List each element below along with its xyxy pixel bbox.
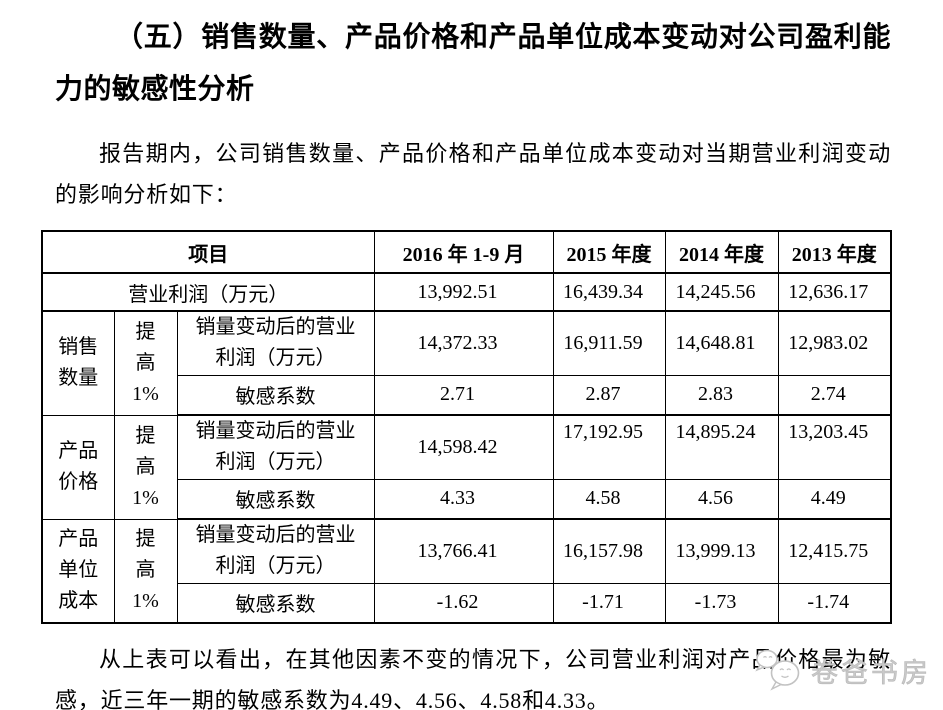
value-cell: 14,372.33 xyxy=(373,310,554,376)
chat-bubbles-icon xyxy=(755,649,800,691)
header-cell-project: 项目 xyxy=(41,230,375,274)
value-cell: 16,911.59 xyxy=(552,310,666,376)
value-cell: 2.87 xyxy=(552,374,666,416)
row-label-cell: 销量变动后的营业利润（万元） xyxy=(176,518,375,584)
value-cell: 16,157.98 xyxy=(552,518,666,584)
row-label: 销量变动后的营业利润（万元） xyxy=(195,524,356,578)
header-cell-2016: 2016 年 1-9 月 xyxy=(373,230,554,274)
group-category-product-price: 产品价格 xyxy=(41,414,115,520)
value-cell: 2.71 xyxy=(373,374,554,416)
header-cell-2014: 2014 年度 xyxy=(664,230,779,274)
value-cell: 2.74 xyxy=(777,374,892,416)
operating-profit-label: 营业利润（万元） xyxy=(41,272,375,312)
value-cell: 4.56 xyxy=(664,478,779,520)
value-cell: -1.62 xyxy=(373,582,554,624)
row-label: 销量变动后的营业利润（万元） xyxy=(195,420,356,474)
category-label: 产品价格 xyxy=(58,440,99,493)
group-category-sales-volume: 销售数量 xyxy=(41,310,115,416)
header-cell-2013: 2013 年度 xyxy=(777,230,892,274)
table-row: 敏感系数 4.33 4.58 4.56 4.49 xyxy=(42,478,892,520)
value-cell: 14,648.81 xyxy=(664,310,779,376)
table-row: 销售数量 提高1% 销量变动后的营业利润（万元） 14,372.33 16,91… xyxy=(41,310,892,416)
table-row: 敏感系数 2.71 2.87 2.83 2.74 xyxy=(42,374,892,416)
value-cell: 14,598.42 xyxy=(373,414,554,480)
row-label-cell: 敏感系数 xyxy=(176,582,375,624)
table-row: 敏感系数 -1.62 -1.71 -1.73 -1.74 xyxy=(42,582,892,624)
change-label: 提高1% xyxy=(132,424,159,509)
value-cell: -1.71 xyxy=(552,582,666,624)
value-cell: 13,203.45 xyxy=(777,414,892,480)
value-cell: 14,895.24 xyxy=(664,414,779,480)
intro-paragraph: 报告期内，公司销售数量、产品价格和产品单位成本变动对当期营业利润变动的影响分析如… xyxy=(55,141,891,207)
category-label: 销售数量 xyxy=(58,336,99,390)
row-label-cell: 敏感系数 xyxy=(176,478,375,520)
value-cell: 17,192.95 xyxy=(552,414,666,480)
header-cell-2015: 2015 年度 xyxy=(552,230,666,274)
operating-profit-2014: 14,245.56 xyxy=(664,272,779,312)
row-label-cell: 销量变动后的营业利润（万元） xyxy=(176,310,375,376)
operating-profit-row: 营业利润（万元） 13,992.51 16,439.34 14,245.56 1… xyxy=(41,272,892,312)
value-cell: -1.74 xyxy=(777,582,892,624)
section-heading: （五）销售数量、产品价格和产品单位成本变动对公司盈利能力的敏感性分析 xyxy=(55,22,891,105)
value-cell: 13,999.13 xyxy=(664,518,779,584)
change-label: 提高1% xyxy=(132,528,159,613)
category-label: 产品单位成本 xyxy=(58,528,99,613)
operating-profit-2013: 12,636.17 xyxy=(777,272,892,312)
value-cell: 4.58 xyxy=(552,478,666,520)
table-header-row: 项目 2016 年 1-9 月 2015 年度 2014 年度 2013 年度 xyxy=(41,230,892,274)
row-label-cell: 敏感系数 xyxy=(176,374,375,416)
table-row: 产品单位成本 提高1% 销量变动后的营业利润（万元） 13,766.41 16,… xyxy=(41,518,892,624)
group-change-cell: 提高1% xyxy=(113,414,178,520)
row-label: 销量变动后的营业利润（万元） xyxy=(195,316,356,370)
operating-profit-2016: 13,992.51 xyxy=(373,272,554,312)
watermark: 卷爸书房 xyxy=(754,648,931,692)
value-cell: -1.73 xyxy=(664,582,779,624)
value-cell: 4.33 xyxy=(373,478,554,520)
value-cell: 12,983.02 xyxy=(777,310,892,376)
row-label-cell: 销量变动后的营业利润（万元） xyxy=(176,414,375,480)
sensitivity-table: 项目 2016 年 1-9 月 2015 年度 2014 年度 2013 年度 … xyxy=(41,230,893,624)
watermark-text: 卷爸书房 xyxy=(811,657,931,688)
group-change-cell: 提高1% xyxy=(113,310,178,416)
table-row: 产品价格 提高1% 销量变动后的营业利润（万元） 14,598.42 17,19… xyxy=(41,414,892,520)
group-category-unit-cost: 产品单位成本 xyxy=(41,518,115,624)
value-cell: 4.49 xyxy=(777,478,892,520)
operating-profit-2015: 16,439.34 xyxy=(552,272,666,312)
change-label: 提高1% xyxy=(132,320,159,405)
value-cell: 2.83 xyxy=(664,374,779,416)
group-change-cell: 提高1% xyxy=(113,518,178,624)
value-cell: 12,415.75 xyxy=(777,518,892,584)
value-cell: 13,766.41 xyxy=(373,518,554,584)
